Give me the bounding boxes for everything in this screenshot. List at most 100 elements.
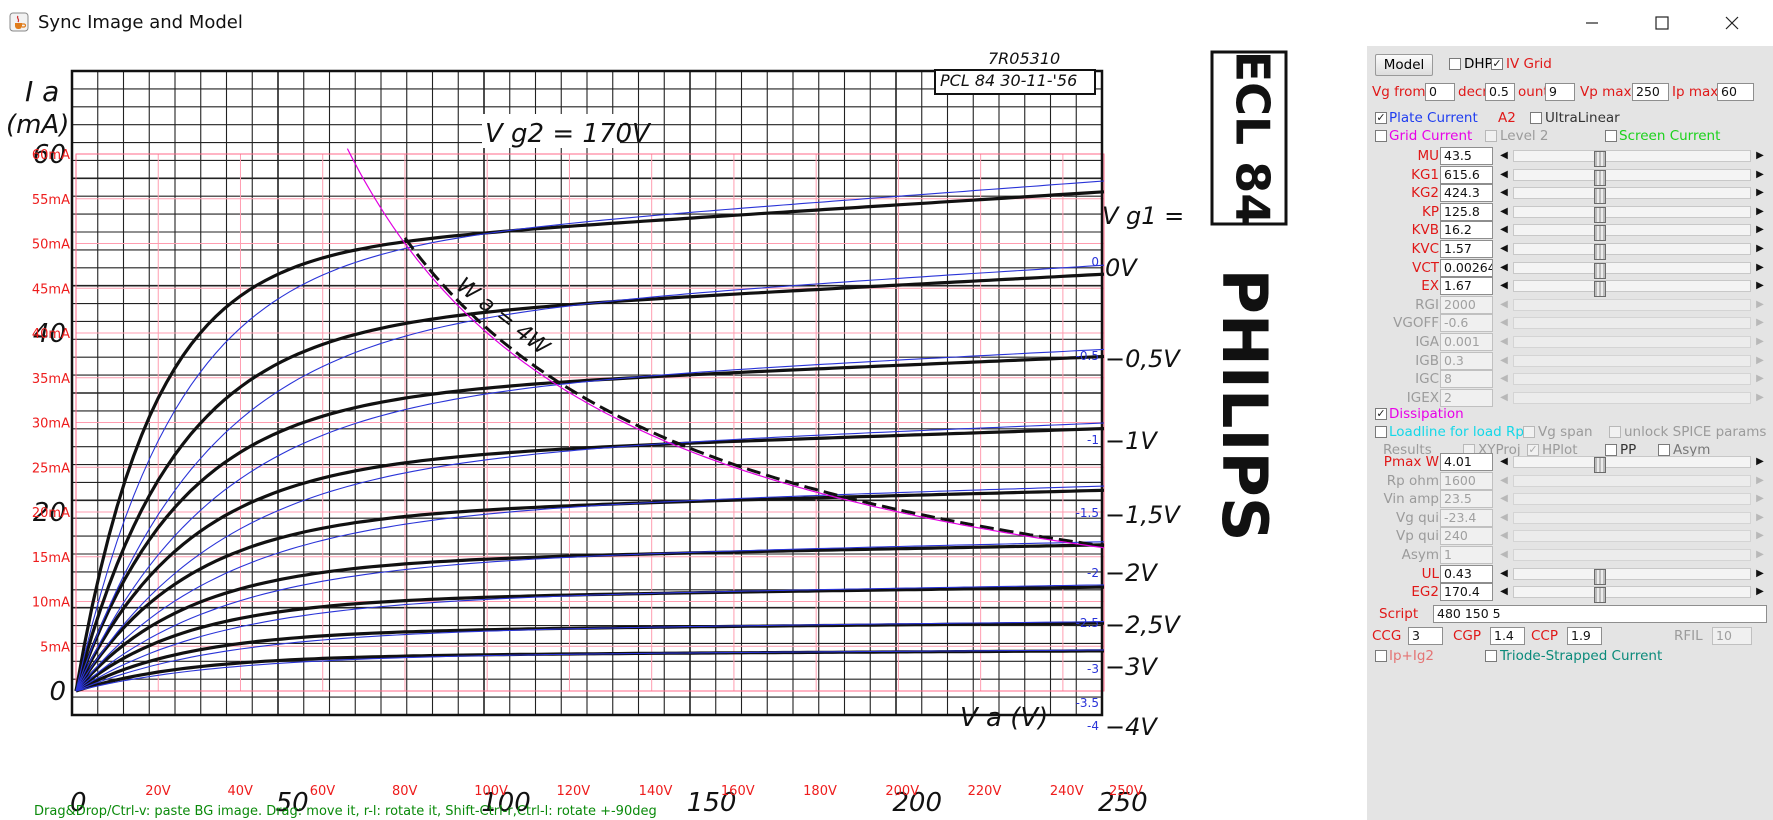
decr-field[interactable]: 0.5 bbox=[1485, 83, 1515, 101]
slider-right-arrow-icon[interactable]: ▶ bbox=[1756, 474, 1764, 486]
param-field-kvb[interactable]: 16.2 bbox=[1440, 221, 1493, 240]
slider-left-arrow-icon[interactable]: ◀ bbox=[1500, 474, 1508, 486]
slider-thumb[interactable] bbox=[1594, 225, 1606, 242]
slider-thumb[interactable] bbox=[1594, 281, 1606, 298]
param-field-kp[interactable]: 125.8 bbox=[1440, 202, 1493, 221]
slider-thumb[interactable] bbox=[1594, 206, 1606, 223]
maximize-button[interactable] bbox=[1632, 6, 1692, 40]
slider-track[interactable] bbox=[1513, 567, 1751, 585]
param-slider-igc[interactable]: ◀ ▶ bbox=[1497, 370, 1767, 388]
slider-left-arrow-icon[interactable]: ◀ bbox=[1500, 493, 1508, 505]
param-slider-vct[interactable]: ◀ ▶ bbox=[1497, 259, 1767, 279]
param-field-pmax-w[interactable]: 4.01 bbox=[1440, 453, 1493, 471]
ccp-field[interactable]: 1.9 bbox=[1567, 627, 1602, 645]
iv-grid-checkbox[interactable]: ✓ bbox=[1491, 57, 1503, 70]
slider-right-arrow-icon[interactable]: ▶ bbox=[1756, 168, 1764, 180]
param-field-mu[interactable]: 43.5 bbox=[1440, 147, 1493, 165]
param-slider-ul[interactable]: ◀ ▶ bbox=[1497, 565, 1767, 585]
triode-strapped-checkbox[interactable] bbox=[1485, 650, 1497, 662]
slider-track[interactable] bbox=[1513, 205, 1751, 223]
slider-left-arrow-icon[interactable]: ◀ bbox=[1500, 187, 1508, 199]
slider-thumb[interactable] bbox=[1594, 568, 1606, 585]
level2-checkbox[interactable] bbox=[1485, 130, 1497, 142]
param-field-igc[interactable]: 8 bbox=[1440, 370, 1493, 389]
slider-track[interactable] bbox=[1513, 187, 1751, 205]
plot-canvas[interactable]: 7R05310 PCL 84 30-11-'56 V g2 = 170V I a… bbox=[0, 46, 1365, 820]
slider-right-arrow-icon[interactable]: ▶ bbox=[1756, 373, 1764, 385]
slider-track[interactable] bbox=[1513, 549, 1751, 561]
slider-right-arrow-icon[interactable]: ▶ bbox=[1756, 187, 1764, 199]
slider-right-arrow-icon[interactable]: ▶ bbox=[1756, 298, 1764, 310]
param-field-igb[interactable]: 0.3 bbox=[1440, 351, 1493, 370]
slider-right-arrow-icon[interactable]: ▶ bbox=[1756, 530, 1764, 542]
asym-checkbox[interactable] bbox=[1658, 444, 1670, 456]
count-field[interactable]: 9 bbox=[1545, 83, 1575, 101]
plate-current-checkbox[interactable]: ✓ bbox=[1375, 111, 1387, 124]
slider-right-arrow-icon[interactable]: ▶ bbox=[1756, 391, 1764, 403]
slider-right-arrow-icon[interactable]: ▶ bbox=[1756, 567, 1764, 579]
dissipation-checkbox[interactable]: ✓ bbox=[1375, 407, 1387, 420]
param-slider-vg-qui[interactable]: ◀ ▶ bbox=[1497, 509, 1767, 527]
param-field-iga[interactable]: 0.001 bbox=[1440, 333, 1493, 351]
param-slider-igex[interactable]: ◀ ▶ bbox=[1497, 389, 1767, 407]
slider-thumb[interactable] bbox=[1594, 151, 1606, 167]
slider-left-arrow-icon[interactable]: ◀ bbox=[1500, 391, 1508, 403]
slider-right-arrow-icon[interactable]: ▶ bbox=[1756, 243, 1764, 254]
slider-right-arrow-icon[interactable]: ▶ bbox=[1756, 336, 1764, 347]
slider-thumb[interactable] bbox=[1594, 188, 1606, 205]
param-field-vin-amp[interactable]: 23.5 bbox=[1440, 490, 1493, 509]
param-slider-kg2[interactable]: ◀ ▶ bbox=[1497, 184, 1767, 205]
script-field[interactable]: 480 150 5 bbox=[1433, 605, 1767, 623]
slider-left-arrow-icon[interactable]: ◀ bbox=[1500, 261, 1508, 273]
slider-track[interactable] bbox=[1513, 150, 1751, 167]
slider-right-arrow-icon[interactable]: ▶ bbox=[1756, 354, 1764, 366]
slider-right-arrow-icon[interactable]: ▶ bbox=[1756, 150, 1764, 161]
slider-right-arrow-icon[interactable]: ▶ bbox=[1756, 205, 1764, 217]
slider-track[interactable] bbox=[1513, 456, 1751, 473]
slider-right-arrow-icon[interactable]: ▶ bbox=[1756, 493, 1764, 505]
dhp-checkbox[interactable] bbox=[1449, 58, 1461, 70]
vg-from-field[interactable]: 0 bbox=[1425, 83, 1455, 101]
param-slider-vgoff[interactable]: ◀ ▶ bbox=[1497, 314, 1767, 332]
slider-track[interactable] bbox=[1513, 336, 1751, 348]
slider-left-arrow-icon[interactable]: ◀ bbox=[1500, 586, 1508, 598]
param-field-kg2[interactable]: 424.3 bbox=[1440, 184, 1493, 203]
param-field-asym[interactable]: 1 bbox=[1440, 546, 1493, 564]
slider-track[interactable] bbox=[1513, 493, 1751, 506]
slider-thumb[interactable] bbox=[1594, 244, 1606, 260]
param-slider-kp[interactable]: ◀ ▶ bbox=[1497, 203, 1767, 223]
param-slider-kvb[interactable]: ◀ ▶ bbox=[1497, 221, 1767, 242]
slider-right-arrow-icon[interactable]: ▶ bbox=[1756, 261, 1764, 273]
rfil-field[interactable]: 10 bbox=[1712, 627, 1752, 645]
slider-thumb[interactable] bbox=[1594, 587, 1606, 604]
slider-left-arrow-icon[interactable]: ◀ bbox=[1500, 336, 1508, 347]
slider-thumb[interactable] bbox=[1594, 262, 1606, 279]
param-slider-rgi[interactable]: ◀ ▶ bbox=[1497, 296, 1767, 314]
param-slider-igb[interactable]: ◀ ▶ bbox=[1497, 352, 1767, 370]
slider-left-arrow-icon[interactable]: ◀ bbox=[1500, 549, 1508, 560]
unlock-spice-checkbox[interactable] bbox=[1609, 426, 1621, 438]
slider-right-arrow-icon[interactable]: ▶ bbox=[1756, 224, 1764, 236]
slider-track[interactable] bbox=[1513, 243, 1751, 260]
slider-left-arrow-icon[interactable]: ◀ bbox=[1500, 567, 1508, 579]
param-field-ul[interactable]: 0.43 bbox=[1440, 564, 1493, 583]
param-field-vct[interactable]: 0.00264 bbox=[1440, 258, 1493, 277]
model-button[interactable]: Model bbox=[1375, 54, 1433, 76]
slider-thumb[interactable] bbox=[1594, 457, 1606, 473]
close-button[interactable] bbox=[1702, 6, 1762, 40]
slider-track[interactable] bbox=[1513, 280, 1751, 298]
slider-left-arrow-icon[interactable]: ◀ bbox=[1500, 317, 1508, 329]
param-field-rgi[interactable]: 2000 bbox=[1440, 295, 1493, 314]
datasheet-curves-image[interactable]: 7R05310 PCL 84 30-11-'56 V g2 = 170V I a… bbox=[0, 46, 1365, 820]
param-slider-vin-amp[interactable]: ◀ ▶ bbox=[1497, 490, 1767, 508]
slider-left-arrow-icon[interactable]: ◀ bbox=[1500, 280, 1508, 292]
param-slider-iga[interactable]: ◀ ▶ bbox=[1497, 333, 1767, 351]
loadline-checkbox[interactable] bbox=[1375, 426, 1387, 438]
screen-current-checkbox[interactable] bbox=[1605, 130, 1617, 142]
slider-track[interactable] bbox=[1513, 298, 1751, 311]
vp-max-field[interactable]: 250 bbox=[1632, 83, 1669, 101]
slider-track[interactable] bbox=[1513, 224, 1751, 242]
slider-track[interactable] bbox=[1513, 261, 1751, 279]
hplot-checkbox[interactable]: ✓ bbox=[1527, 443, 1539, 456]
slider-track[interactable] bbox=[1513, 373, 1751, 386]
